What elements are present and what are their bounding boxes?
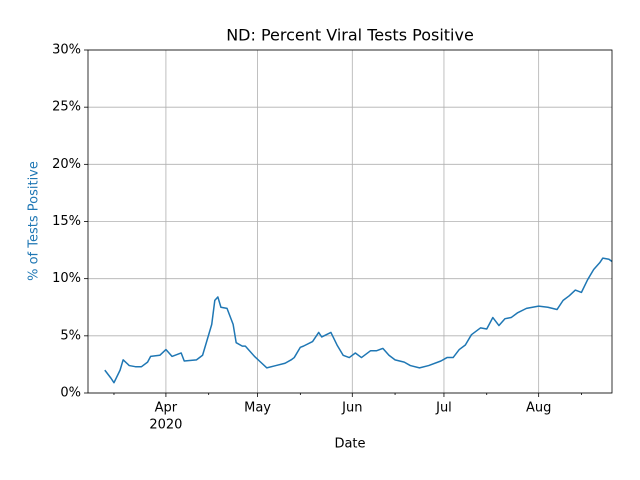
y-tick-label: 20%: [52, 157, 81, 172]
y-axis-label: % of Tests Positive: [27, 161, 42, 281]
y-tick-label: 15%: [52, 214, 81, 229]
x-tick-label: Aug: [526, 401, 551, 416]
x-tick-label: Apr: [155, 401, 178, 416]
y-tick-label: 10%: [52, 271, 81, 286]
y-tick-label: 5%: [60, 328, 81, 343]
x-axis-label: Date: [334, 437, 365, 452]
x-year-label: 2020: [149, 418, 182, 433]
x-tick-label: Jul: [435, 401, 452, 416]
data-line: [104, 257, 613, 384]
plot-frame: [87, 49, 613, 394]
chart-title: ND: Percent Viral Tests Positive: [226, 26, 474, 45]
y-tick-label: 30%: [52, 43, 81, 58]
y-tick-label: 25%: [52, 100, 81, 115]
y-tick-label: 0%: [60, 386, 81, 401]
x-tick-label: May: [244, 401, 271, 416]
x-tick-label: Jun: [341, 401, 362, 416]
